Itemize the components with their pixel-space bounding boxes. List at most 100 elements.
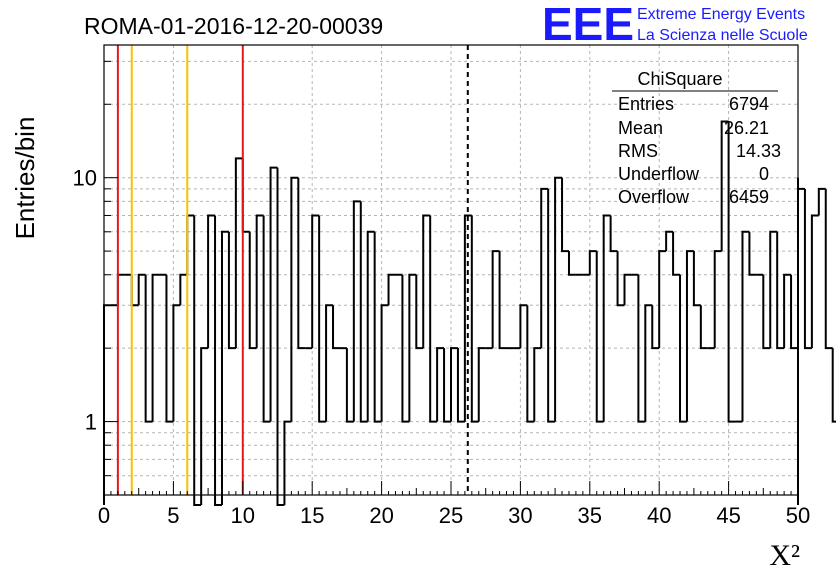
histogram-bin bbox=[526, 305, 535, 423]
histogram-bin bbox=[436, 347, 445, 422]
histogram-bin bbox=[137, 273, 146, 306]
marker-lines bbox=[116, 45, 469, 495]
x-tick-label: 10 bbox=[231, 503, 255, 528]
axis-ticks: 0 5 10 15 20 25 30 35 40 45 50 1 10 bbox=[73, 60, 810, 528]
histogram-bin bbox=[762, 274, 771, 350]
histogram-bin bbox=[172, 304, 181, 422]
stats-value-mean: 26.21 bbox=[724, 118, 769, 138]
histogram-bin bbox=[429, 215, 438, 423]
histogram-bin bbox=[748, 231, 757, 276]
x-tick-label: 30 bbox=[508, 503, 532, 528]
histogram-bin bbox=[533, 347, 542, 422]
histogram-bin bbox=[220, 230, 229, 505]
histogram-bin bbox=[311, 214, 320, 349]
histogram-bin bbox=[408, 273, 417, 422]
plot-title: ROMA-01-2016-12-20-00039 bbox=[84, 13, 383, 39]
histogram-bin bbox=[547, 188, 556, 423]
histogram bbox=[103, 120, 836, 506]
histogram-bin bbox=[415, 274, 424, 350]
histogram-bin bbox=[783, 273, 792, 349]
stats-value-entries: 6794 bbox=[729, 94, 769, 114]
histogram-bin bbox=[595, 251, 604, 423]
histogram-bin bbox=[214, 215, 222, 506]
histogram-bin bbox=[283, 420, 292, 505]
histogram-bin bbox=[380, 304, 389, 422]
histogram-bin bbox=[276, 167, 285, 506]
histogram-bin bbox=[713, 250, 722, 349]
histogram-bin bbox=[658, 250, 667, 349]
histogram-bin bbox=[554, 176, 563, 422]
histogram-bin bbox=[741, 230, 750, 422]
histogram-bin bbox=[790, 274, 798, 350]
stats-box-title: ChiSquare bbox=[637, 69, 722, 89]
histogram-bin bbox=[824, 188, 833, 350]
x-tick-label: 15 bbox=[300, 503, 324, 528]
histogram-bin bbox=[207, 214, 216, 349]
histogram-bin bbox=[144, 274, 153, 423]
histogram-bin bbox=[491, 250, 500, 349]
histogram-bin bbox=[699, 305, 708, 350]
histogram-bin bbox=[456, 348, 465, 423]
histogram-bin bbox=[297, 177, 306, 350]
histogram-bin bbox=[332, 305, 340, 350]
histogram-bin bbox=[248, 231, 257, 350]
histogram-bin bbox=[401, 274, 410, 423]
histogram-bin bbox=[685, 250, 694, 422]
histogram-bin bbox=[637, 274, 646, 423]
y-tick-label: 1 bbox=[85, 410, 97, 435]
histogram-bin bbox=[130, 274, 139, 307]
histogram-bin bbox=[179, 273, 188, 306]
histogram-bin bbox=[352, 200, 361, 422]
histogram-bin bbox=[227, 231, 236, 350]
x-tick-label: 40 bbox=[647, 503, 671, 528]
y-axis-label: Entries/bin bbox=[10, 117, 40, 240]
histogram-bin bbox=[318, 215, 327, 423]
histogram-bin bbox=[116, 273, 125, 306]
histogram-bin bbox=[193, 215, 202, 506]
histogram-bin bbox=[186, 214, 195, 275]
histogram-bin bbox=[325, 304, 334, 422]
histogram-bin bbox=[262, 215, 271, 423]
histogram-bin bbox=[817, 187, 826, 216]
x-tick-label: 50 bbox=[786, 503, 810, 528]
histogram-bin bbox=[387, 273, 396, 306]
histogram-bin bbox=[165, 274, 174, 423]
x-tick-label: 45 bbox=[716, 503, 740, 528]
histogram-bin bbox=[672, 231, 681, 276]
histogram-bin bbox=[776, 231, 785, 350]
histogram-bin bbox=[519, 304, 528, 349]
histogram-bin bbox=[588, 250, 597, 275]
stats-label-underflow: Underflow bbox=[618, 164, 700, 184]
stats-label-mean: Mean bbox=[618, 118, 663, 138]
stats-label-overflow: Overflow bbox=[618, 187, 690, 207]
histogram-bin bbox=[561, 177, 569, 253]
histogram-bin bbox=[290, 176, 299, 422]
histogram-bin bbox=[623, 273, 632, 306]
histogram-bin bbox=[269, 166, 278, 422]
stats-value-underflow: 0 bbox=[759, 164, 769, 184]
histogram-bin bbox=[470, 215, 479, 423]
histogram-bin bbox=[602, 214, 611, 422]
histogram-bin bbox=[692, 251, 701, 307]
x-tick-label: 5 bbox=[167, 503, 179, 528]
histogram-bin bbox=[359, 201, 368, 423]
histogram-bin bbox=[234, 157, 243, 349]
logo-line-2: La Scienza nelle Scuole bbox=[637, 27, 808, 44]
x-tick-label: 0 bbox=[98, 503, 110, 528]
stats-label-rms: RMS bbox=[618, 141, 658, 161]
histogram-bin bbox=[679, 274, 687, 423]
histogram-bin bbox=[769, 230, 778, 349]
histogram-bin bbox=[463, 214, 472, 422]
histogram-bin bbox=[103, 304, 111, 505]
x-tick-label: 35 bbox=[578, 503, 602, 528]
histogram-bin bbox=[477, 347, 486, 422]
histogram-bin bbox=[255, 214, 264, 349]
histogram-bin bbox=[720, 120, 729, 252]
histogram-bin bbox=[797, 187, 805, 349]
histogram-bin bbox=[810, 214, 819, 349]
eee-logo-mark: EEE bbox=[542, 0, 634, 50]
x-axis-label: X² bbox=[769, 539, 800, 572]
histogram-bin bbox=[498, 251, 507, 350]
histogram-bin bbox=[151, 273, 160, 422]
